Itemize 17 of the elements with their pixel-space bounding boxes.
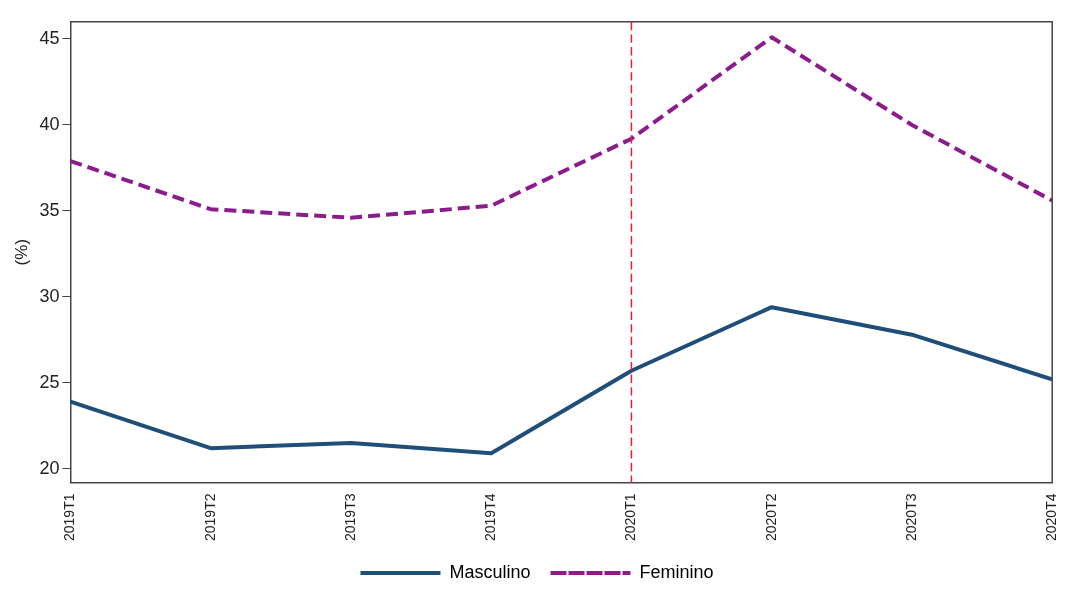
y-tick-label: 35 bbox=[39, 199, 60, 220]
legend-label: Feminino bbox=[639, 561, 714, 582]
legend-label: Masculino bbox=[449, 561, 531, 582]
y-tick-label: 40 bbox=[39, 113, 60, 134]
x-tick-label: 2020T3 bbox=[902, 493, 919, 541]
y-tick-label: 30 bbox=[39, 285, 60, 306]
y-tick-label: 20 bbox=[39, 457, 60, 478]
y-axis-title: (%) bbox=[11, 238, 31, 266]
y-tick-label: 45 bbox=[39, 27, 60, 48]
x-tick-label: 2020T2 bbox=[762, 493, 779, 541]
x-tick-label: 2020T1 bbox=[622, 493, 639, 541]
x-tick-label: 2019T1 bbox=[61, 493, 78, 541]
x-tick-label: 2019T3 bbox=[341, 493, 358, 541]
y-tick-label: 25 bbox=[39, 371, 60, 392]
x-tick-label: 2019T2 bbox=[201, 493, 218, 541]
x-tick-label: 2020T4 bbox=[1043, 493, 1060, 541]
x-tick-label: 2019T4 bbox=[482, 493, 499, 541]
